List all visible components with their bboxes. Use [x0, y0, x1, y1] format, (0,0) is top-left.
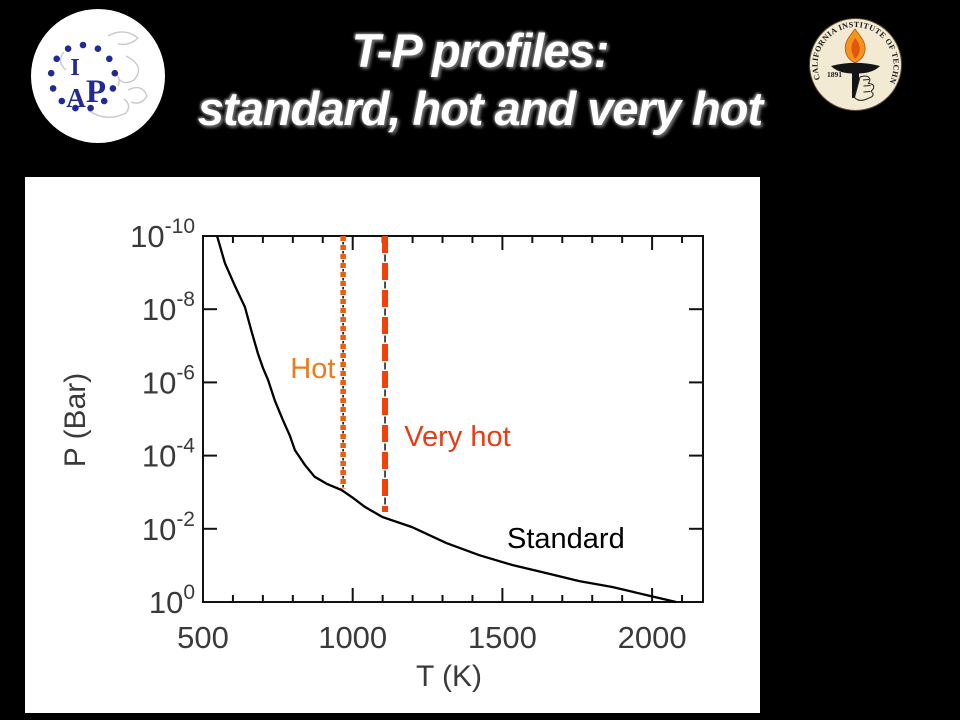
caltech-torch-stem	[852, 73, 859, 98]
title-line2: standard, hot and very hot	[197, 82, 763, 135]
caltech-logo: CALIFORNIA INSTITUTE OF TECHNOLOGY 1891	[805, 10, 903, 112]
x-tick-label: 500	[177, 620, 229, 655]
iap-dot-ring	[47, 41, 119, 112]
x-tick-label: 2000	[618, 620, 687, 655]
iap-letter-i: I	[70, 55, 79, 81]
caltech-hand	[853, 75, 875, 101]
caltech-torch-bowl	[831, 62, 880, 74]
caltech-seal-icon: CALIFORNIA INSTITUTE OF TECHNOLOGY 1891	[805, 10, 902, 111]
caltech-flame-inner	[851, 38, 860, 59]
slide-title: T-P profiles: standard, hot and very hot	[0, 22, 960, 138]
iap-letter-p: P	[86, 74, 106, 110]
curve-standard	[215, 235, 677, 604]
iap-logo-icon: I A P	[31, 9, 165, 143]
y-tick-label: 10-4	[142, 435, 195, 474]
annotation-very-hot: Very hot	[404, 421, 510, 453]
title-line1: T-P profiles:	[351, 24, 610, 77]
y-tick-label: 10-2	[142, 508, 195, 547]
y-tick-label: 10-8	[142, 288, 195, 327]
x-axis-label: T (K)	[416, 660, 482, 693]
annotation-hot: Hot	[290, 353, 335, 385]
chart-svg: 500 1000 1500 2000 10-10 10-8 10-6 10-4 10-2 100 T…	[59, 215, 704, 693]
tp-profile-chart: 500 1000 1500 2000 10-10 10-8 10-6 10-4 10-2 100 T…	[25, 177, 760, 713]
tp-profile-chart-panel: 500 1000 1500 2000 10-10 10-8 10-6 10-4 10-2 100 T…	[25, 177, 760, 713]
caltech-hand-fingers	[862, 79, 871, 93]
y-tick-label: 100	[149, 581, 195, 620]
iap-letter-a: A	[66, 83, 86, 113]
annotation-standard: Standard	[507, 523, 625, 555]
y-tick-label: 10-10	[130, 215, 195, 254]
caltech-year: 1891	[827, 70, 842, 79]
y-tick-label: 10-6	[142, 361, 195, 400]
x-tick-label: 1500	[468, 620, 537, 655]
x-tick-label: 1000	[318, 620, 387, 655]
y-axis-label: P (Bar)	[59, 373, 92, 467]
plot-frame	[202, 235, 704, 603]
iap-logo: I A P	[30, 8, 166, 144]
